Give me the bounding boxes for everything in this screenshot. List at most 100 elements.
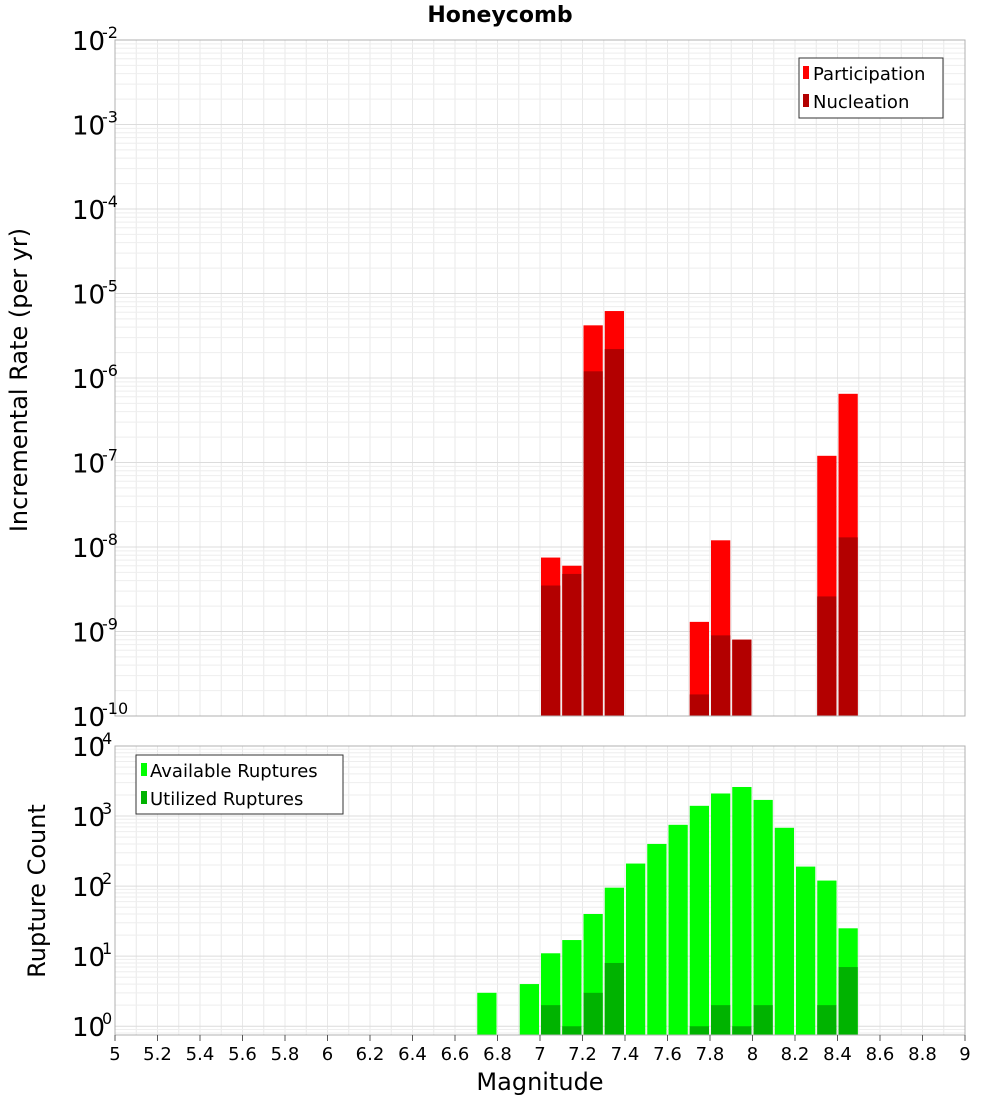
rate-y-tick-exponent: -10 bbox=[102, 699, 128, 718]
x-tick-label: 5.4 bbox=[186, 1044, 215, 1065]
rate-bar-b bbox=[689, 694, 709, 716]
count-bar-b bbox=[711, 1005, 731, 1035]
count-y-tick-exponent: 0 bbox=[102, 1009, 112, 1028]
rate-y-axis-label: Incremental Rate (per yr) bbox=[5, 228, 33, 532]
count-y-tick-label: 10 bbox=[72, 733, 105, 763]
legend-utilized-label: Utilized Ruptures bbox=[150, 789, 303, 810]
legend-available-label: Available Ruptures bbox=[150, 761, 318, 782]
x-tick-label: 8 bbox=[747, 1044, 758, 1065]
count-bar-a bbox=[817, 880, 837, 1035]
rate-y-tick-exponent: -5 bbox=[102, 277, 118, 296]
x-tick-label: 6.2 bbox=[356, 1044, 385, 1065]
rate-y-tick-exponent: -2 bbox=[102, 23, 118, 42]
rate-y-tick-exponent: -9 bbox=[102, 615, 118, 634]
rate-legend: Participation Nucleation bbox=[798, 57, 944, 119]
x-tick-label: 8.6 bbox=[866, 1044, 895, 1065]
x-tick-label: 5.2 bbox=[143, 1044, 172, 1065]
rate-bar-b bbox=[711, 635, 731, 716]
rate-bar-b bbox=[838, 537, 858, 716]
count-bar-b bbox=[838, 967, 858, 1035]
x-tick-label: 7.6 bbox=[653, 1044, 682, 1065]
count-bar-b bbox=[541, 1005, 561, 1035]
x-tick-label: 7.8 bbox=[696, 1044, 725, 1065]
count-bar-b bbox=[732, 1026, 752, 1035]
legend-nucleation-swatch bbox=[803, 94, 809, 107]
count-bar-b bbox=[583, 992, 603, 1035]
rate-bar-b bbox=[817, 596, 837, 716]
count-bar-b bbox=[604, 962, 624, 1035]
rate-bar-b bbox=[732, 639, 752, 716]
count-bars bbox=[477, 786, 858, 1035]
x-tick-label: 8.4 bbox=[823, 1044, 852, 1065]
x-tick-label: 7.2 bbox=[568, 1044, 597, 1065]
count-bar-b bbox=[562, 1026, 582, 1035]
rate-bars bbox=[541, 311, 858, 716]
count-y-tick-label: 10 bbox=[72, 873, 105, 903]
x-tick-label: 6 bbox=[322, 1044, 333, 1065]
count-bar-a bbox=[689, 805, 709, 1035]
count-y-tick-exponent: 4 bbox=[102, 729, 112, 748]
rate-bar-b bbox=[604, 349, 624, 716]
count-bar-b bbox=[753, 1005, 773, 1035]
rate-bar-b bbox=[583, 371, 603, 716]
count-y-tick-label: 10 bbox=[72, 803, 105, 833]
count-bar-a bbox=[562, 940, 582, 1035]
x-tick-label: 9 bbox=[959, 1044, 970, 1065]
rate-panel: 10-210-310-410-510-610-710-810-910-10 In… bbox=[5, 23, 966, 733]
rate-y-tick-label: 10 bbox=[72, 619, 105, 649]
count-bar-a bbox=[647, 843, 667, 1035]
legend-available-swatch bbox=[141, 763, 147, 776]
rate-bar-a bbox=[689, 621, 709, 716]
rate-y-tick-label: 10 bbox=[72, 450, 105, 480]
rate-y-tick-exponent: -6 bbox=[102, 361, 118, 380]
count-y-tick-exponent: 3 bbox=[102, 799, 112, 818]
x-tick-label: 6.8 bbox=[483, 1044, 512, 1065]
rate-y-tick-exponent: -3 bbox=[102, 108, 118, 127]
count-y-tick-exponent: 1 bbox=[102, 939, 112, 958]
chart-title: Honeycomb bbox=[427, 3, 572, 28]
count-bar-a bbox=[774, 827, 794, 1035]
x-tick-label: 5.6 bbox=[228, 1044, 257, 1065]
count-bar-b bbox=[689, 1026, 709, 1035]
rate-y-ticks: 10-210-310-410-510-610-710-810-910-10 bbox=[72, 23, 128, 733]
x-tick-label: 7 bbox=[534, 1044, 545, 1065]
count-legend: Available Ruptures Utilized Ruptures bbox=[135, 754, 344, 815]
rate-y-tick-label: 10 bbox=[72, 112, 105, 142]
legend-utilized-swatch bbox=[141, 791, 147, 804]
count-bar-a bbox=[732, 786, 752, 1035]
count-y-axis-label: Rupture Count bbox=[23, 804, 51, 978]
x-tick-label: 5 bbox=[109, 1044, 120, 1065]
count-y-tick-label: 10 bbox=[72, 943, 105, 973]
rate-y-tick-label: 10 bbox=[72, 27, 105, 57]
count-bar-a bbox=[796, 866, 816, 1035]
x-tick-label: 6.6 bbox=[441, 1044, 470, 1065]
x-axis-ticks: 5 5.2 5.4 5.6 5.8 6 6.2 6.4 6.6 6.8 7 7.2 7.4 7.6 7.8 8… bbox=[109, 1035, 971, 1065]
count-bar-a bbox=[519, 984, 539, 1035]
count-bar-a bbox=[711, 793, 731, 1035]
x-tick-label: 6.4 bbox=[398, 1044, 427, 1065]
rate-legend-box bbox=[798, 57, 944, 119]
x-tick-label: 7.4 bbox=[611, 1044, 640, 1065]
x-tick-label: 5.8 bbox=[271, 1044, 300, 1065]
rate-bar-b bbox=[541, 585, 561, 716]
count-legend-box bbox=[135, 754, 344, 815]
rate-y-tick-exponent: -7 bbox=[102, 446, 118, 465]
count-bar-a bbox=[753, 799, 773, 1035]
rate-bar-b bbox=[562, 573, 582, 716]
rate-plot-frame bbox=[114, 39, 966, 717]
legend-participation-swatch bbox=[803, 66, 809, 79]
legend-participation-label: Participation bbox=[813, 64, 925, 85]
x-tick-label: 8.2 bbox=[781, 1044, 810, 1065]
rate-y-tick-exponent: -4 bbox=[102, 192, 118, 211]
count-bar-a bbox=[477, 992, 497, 1035]
rate-y-tick-label: 10 bbox=[72, 365, 105, 395]
count-bar-a bbox=[626, 863, 646, 1035]
x-axis-label: Magnitude bbox=[476, 1068, 603, 1096]
rate-y-tick-label: 10 bbox=[72, 281, 105, 311]
rate-y-tick-label: 10 bbox=[72, 196, 105, 226]
x-tick-label: 8.8 bbox=[908, 1044, 937, 1065]
rate-gridlines bbox=[114, 39, 966, 717]
